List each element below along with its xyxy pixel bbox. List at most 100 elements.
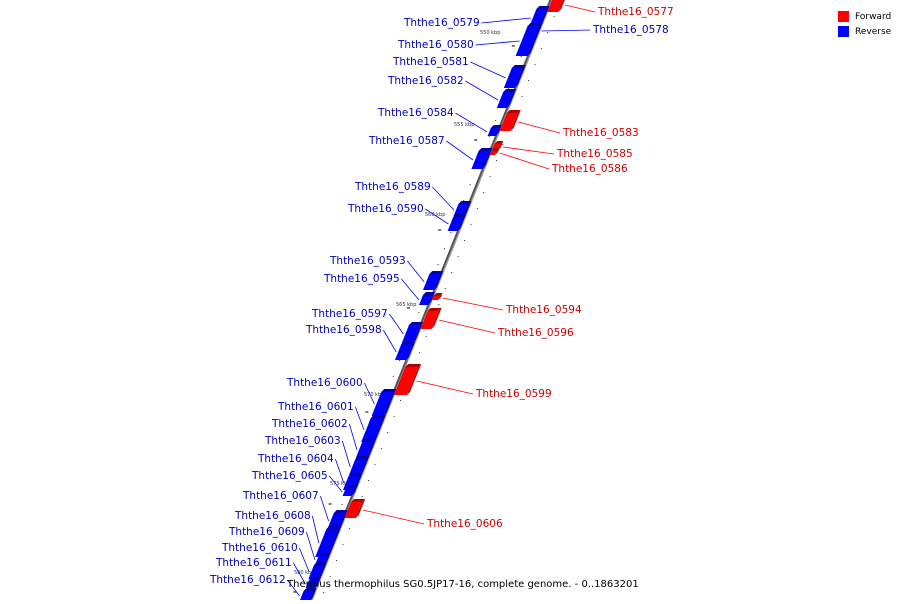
leader-Ththe16_0580 — [475, 40, 520, 46]
gene-label-Ththe16_0589[interactable]: Ththe16_0589 — [354, 181, 431, 193]
gene-label-Ththe16_0602[interactable]: Ththe16_0602 — [271, 418, 348, 430]
leader-Ththe16_0596 — [438, 319, 496, 334]
gene-label-Ththe16_0604[interactable]: Ththe16_0604 — [257, 453, 334, 465]
gene-Ththe16_0595[interactable] — [419, 292, 435, 305]
leader-Ththe16_0603 — [342, 440, 351, 468]
legend-label-forward: Forward — [855, 11, 892, 22]
gene-label-Ththe16_0596[interactable]: Ththe16_0596 — [497, 327, 574, 339]
gene-body-top — [491, 148, 500, 151]
gene-label-Ththe16_0609[interactable]: Ththe16_0609 — [228, 526, 305, 538]
gene-body-top — [355, 456, 370, 459]
gene-label-Ththe16_0610[interactable]: Ththe16_0610 — [221, 542, 298, 554]
gene-Ththe16_0587[interactable] — [471, 148, 493, 169]
gene-Ththe16_0583[interactable] — [499, 110, 521, 131]
ruler-dot — [392, 376, 394, 377]
gene-label-Ththe16_0605[interactable]: Ththe16_0605 — [251, 470, 328, 482]
gene-label-Ththe16_0585[interactable]: Ththe16_0585 — [556, 148, 633, 160]
gene-label-Ththe16_0598[interactable]: Ththe16_0598 — [305, 324, 382, 336]
gene-Ththe16_0586[interactable] — [490, 148, 500, 155]
gene-Ththe16_0605[interactable] — [342, 485, 358, 496]
gene-label-Ththe16_0578[interactable]: Ththe16_0578 — [592, 24, 669, 36]
gene-label-Ththe16_0581[interactable]: Ththe16_0581 — [392, 56, 469, 68]
gene-body-top — [527, 23, 543, 26]
gene-label-Ththe16_0586[interactable]: Ththe16_0586 — [551, 163, 628, 175]
gene-Ththe16_0579[interactable] — [529, 6, 550, 27]
leader-Ththe16_0595 — [401, 278, 420, 301]
gene-label-Ththe16_0582[interactable]: Ththe16_0582 — [387, 75, 464, 87]
gene-Ththe16_0589[interactable] — [453, 201, 472, 216]
gene-label-Ththe16_0593[interactable]: Ththe16_0593 — [329, 255, 406, 267]
ruler-dot — [553, 16, 555, 17]
legend-swatch-forward — [838, 11, 849, 22]
gene-body-side — [539, 6, 550, 27]
gene-Ththe16_0601[interactable] — [361, 415, 386, 442]
gene-Ththe16_0582[interactable] — [496, 89, 517, 108]
gene-body-face — [529, 9, 547, 27]
gene-body-face — [342, 488, 355, 496]
gene-Ththe16_0607[interactable] — [327, 510, 348, 529]
gene-Ththe16_0584[interactable] — [487, 125, 502, 136]
gene-body-side — [498, 141, 504, 150]
ruler-dot — [508, 88, 509, 89]
ruler-dot — [496, 160, 497, 161]
ruler-dot — [393, 416, 395, 417]
gene-Ththe16_0600[interactable] — [371, 389, 397, 416]
gene-Ththe16_0610[interactable] — [308, 562, 327, 579]
gene-body-side — [527, 23, 543, 56]
gene-Ththe16_0606[interactable] — [344, 499, 366, 518]
ruler-dot — [418, 312, 420, 313]
gene-label-Ththe16_0600[interactable]: Ththe16_0600 — [286, 377, 363, 389]
gene-body-top — [511, 65, 526, 68]
gene-Ththe16_0590[interactable] — [447, 214, 467, 231]
gene-label-Ththe16_0603[interactable]: Ththe16_0603 — [264, 435, 341, 447]
gene-Ththe16_0603[interactable] — [349, 456, 370, 475]
gene-body-top — [362, 439, 377, 442]
gene-label-Ththe16_0587[interactable]: Ththe16_0587 — [368, 135, 445, 147]
gene-Ththe16_0611[interactable] — [305, 577, 321, 588]
gene-label-Ththe16_0597[interactable]: Ththe16_0597 — [311, 308, 388, 320]
gene-body-side — [327, 526, 342, 557]
gene-label-Ththe16_0583[interactable]: Ththe16_0583 — [562, 127, 639, 139]
gene-label-Ththe16_0608[interactable]: Ththe16_0608 — [234, 510, 311, 522]
gene-body-side — [355, 499, 366, 518]
gene-label-Ththe16_0595[interactable]: Ththe16_0595 — [323, 273, 400, 285]
ruler-dot — [368, 480, 369, 481]
ruler-dot — [495, 120, 497, 121]
gene-label-Ththe16_0590[interactable]: Ththe16_0590 — [347, 203, 424, 215]
gene-Ththe16_0602[interactable] — [355, 439, 377, 458]
gene-Ththe16_0580[interactable] — [515, 23, 543, 56]
gene-label-Ththe16_0611[interactable]: Ththe16_0611 — [215, 557, 292, 569]
gene-Ththe16_0581[interactable] — [503, 65, 526, 88]
gene-Ththe16_0577[interactable] — [547, 0, 567, 12]
gene-Ththe16_0608[interactable] — [315, 526, 342, 557]
ruler-dot — [323, 592, 325, 593]
gene-Ththe16_0597[interactable] — [401, 322, 423, 343]
gene-Ththe16_0599[interactable] — [394, 364, 422, 395]
gene-label-Ththe16_0607[interactable]: Ththe16_0607 — [242, 490, 319, 502]
gene-Ththe16_0593[interactable] — [423, 271, 444, 290]
gene-label-Ththe16_0577[interactable]: Ththe16_0577 — [597, 6, 674, 18]
gene-Ththe16_0612[interactable] — [299, 588, 317, 601]
gene-body-side — [558, 0, 565, 12]
leader-Ththe16_0599 — [416, 380, 474, 395]
gene-body-top — [490, 125, 502, 128]
gene-body-face — [432, 296, 440, 300]
gene-label-Ththe16_0579[interactable]: Ththe16_0579 — [403, 17, 480, 29]
gene-label-Ththe16_0612[interactable]: Ththe16_0612 — [209, 574, 286, 586]
gene-Ththe16_0596[interactable] — [420, 308, 442, 329]
gene-body-face — [547, 0, 563, 12]
ruler-dot — [540, 48, 542, 49]
gene-label-Ththe16_0599[interactable]: Ththe16_0599 — [475, 388, 552, 400]
gene-body-face — [349, 459, 367, 475]
gene-label-Ththe16_0606[interactable]: Ththe16_0606 — [426, 518, 503, 530]
gene-body-face — [305, 580, 318, 588]
gene-body-top — [458, 201, 472, 204]
gene-label-Ththe16_0580[interactable]: Ththe16_0580 — [397, 39, 474, 51]
gene-label-Ththe16_0594[interactable]: Ththe16_0594 — [505, 304, 582, 316]
ruler-dot — [520, 56, 522, 57]
gene-label-Ththe16_0584[interactable]: Ththe16_0584 — [377, 107, 454, 119]
gene-Ththe16_0598[interactable] — [395, 341, 416, 360]
gene-label-Ththe16_0601[interactable]: Ththe16_0601 — [277, 401, 354, 413]
gene-Ththe16_0594[interactable] — [432, 293, 443, 300]
leader-Ththe16_0587 — [446, 140, 474, 161]
